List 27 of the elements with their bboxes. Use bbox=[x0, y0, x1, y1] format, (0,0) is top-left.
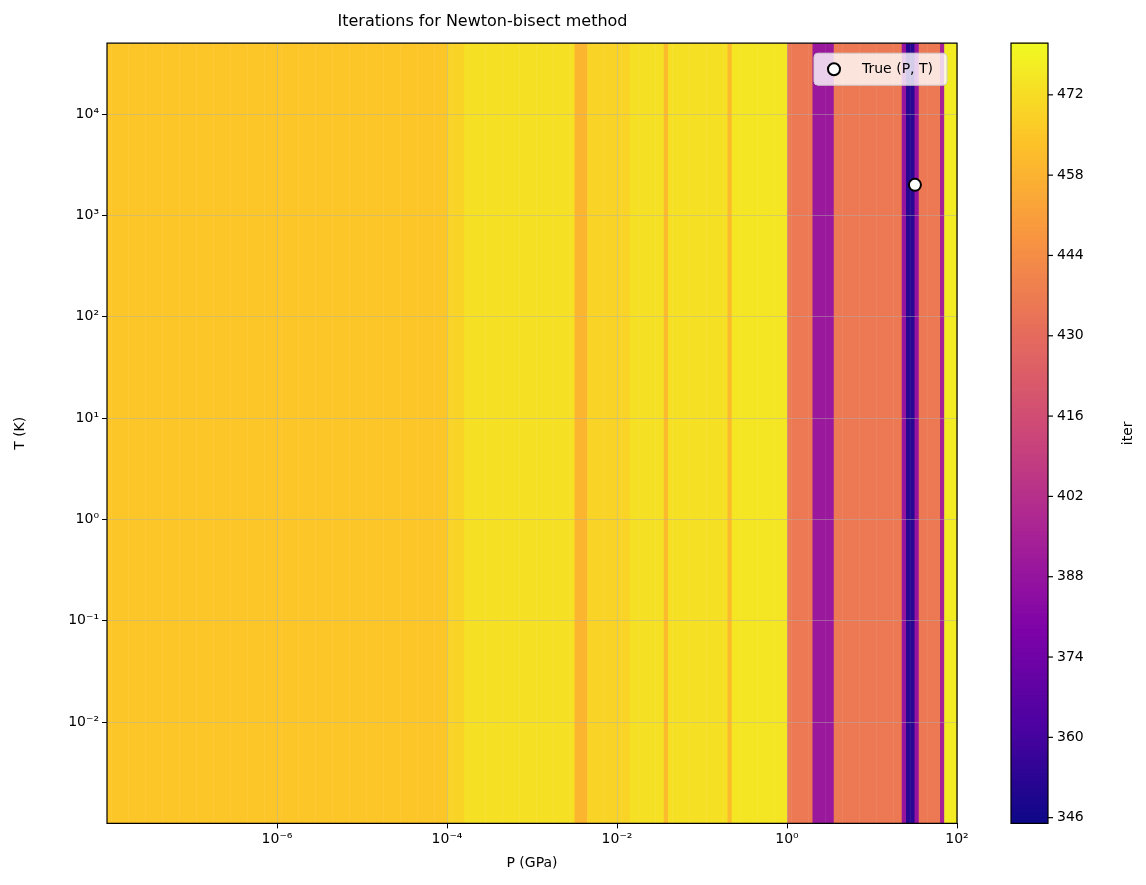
color-bar-label: 360 bbox=[1057, 727, 1084, 744]
color-bar-label: 430 bbox=[1057, 326, 1084, 343]
color-bar-title: iter bbox=[1118, 421, 1135, 446]
x-axis-title: P (GPa) bbox=[506, 854, 558, 871]
y-tick-label: 10¹ bbox=[75, 408, 99, 425]
x-tick-label: 10⁻⁶ bbox=[261, 830, 293, 847]
x-tick-label: 10⁻² bbox=[601, 830, 633, 847]
legend-label: True (P, T) bbox=[861, 59, 934, 76]
color-bar-label: 402 bbox=[1057, 487, 1084, 504]
y-tick-label: 10⁴ bbox=[75, 104, 100, 121]
color-bar-label: 472 bbox=[1057, 85, 1084, 102]
chart-title: Iterations for Newton-bisect method bbox=[337, 10, 628, 30]
y-tick-label: 10⁻² bbox=[68, 712, 99, 729]
color-bar-label: 346 bbox=[1057, 808, 1084, 825]
color-bar-label: 374 bbox=[1057, 647, 1084, 664]
color-bar-label: 416 bbox=[1057, 406, 1084, 423]
y-tick-label: 10³ bbox=[75, 206, 99, 223]
x-tick-label: 10⁻⁴ bbox=[431, 830, 463, 847]
x-tick-label: 10² bbox=[945, 830, 969, 847]
y-tick-label: 10⁰ bbox=[75, 510, 100, 527]
y-tick-label: 10² bbox=[75, 307, 99, 324]
x-tick-label: 10⁰ bbox=[775, 830, 800, 847]
color-bar-label: 444 bbox=[1057, 246, 1084, 263]
color-bar-label: 388 bbox=[1057, 567, 1084, 584]
y-axis-title: T (K) bbox=[11, 416, 28, 451]
color-bar-label: 458 bbox=[1057, 165, 1084, 182]
y-tick-label: 10⁻¹ bbox=[68, 611, 99, 628]
